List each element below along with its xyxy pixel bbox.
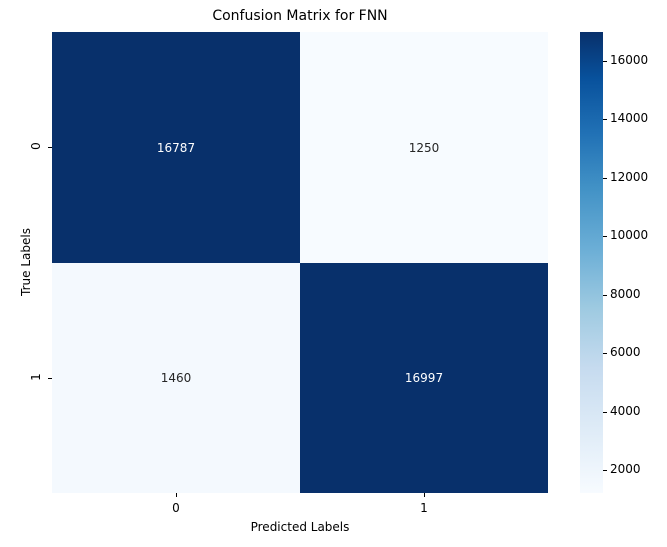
cell-0-0: 16787 xyxy=(52,32,300,263)
cell-1-1: 16997 xyxy=(300,263,548,493)
y-tick-label: 0 xyxy=(29,142,43,150)
cell-value: 1460 xyxy=(160,371,192,385)
x-tick-label: 0 xyxy=(172,501,180,515)
y-tick xyxy=(48,378,52,379)
cell-value: 16997 xyxy=(404,371,444,385)
cell-value: 16787 xyxy=(156,140,196,155)
cbar-tick-label: 16000 xyxy=(610,53,649,67)
x-tick xyxy=(424,493,425,497)
cbar-tick-label: 12000 xyxy=(610,170,649,184)
cbar-tick xyxy=(603,353,607,354)
cbar-tick xyxy=(603,295,607,296)
x-tick xyxy=(176,493,177,497)
cell-value: 1250 xyxy=(408,140,440,155)
cbar-tick xyxy=(603,470,607,471)
y-axis-label: True Labels xyxy=(19,228,33,296)
cbar-tick xyxy=(603,119,607,120)
cbar-tick-label: 8000 xyxy=(610,287,641,301)
cell-0-1: 1250 xyxy=(300,32,548,263)
cbar-tick-label: 4000 xyxy=(610,404,641,418)
cbar-tick xyxy=(603,178,607,179)
colorbar xyxy=(580,32,603,493)
cbar-tick xyxy=(603,412,607,413)
chart-title: Confusion Matrix for FNN xyxy=(212,8,388,24)
cbar-tick xyxy=(603,236,607,237)
cbar-tick xyxy=(603,61,607,62)
y-tick xyxy=(48,147,52,148)
cell-1-0: 1460 xyxy=(52,263,300,493)
x-tick-label: 1 xyxy=(420,501,428,515)
y-tick-label: 1 xyxy=(29,373,43,381)
cbar-tick-label: 14000 xyxy=(610,111,649,125)
cbar-tick-label: 2000 xyxy=(610,462,641,476)
cbar-tick-label: 10000 xyxy=(610,228,649,242)
x-axis-label: Predicted Labels xyxy=(250,520,350,534)
cbar-tick-label: 6000 xyxy=(610,345,641,359)
